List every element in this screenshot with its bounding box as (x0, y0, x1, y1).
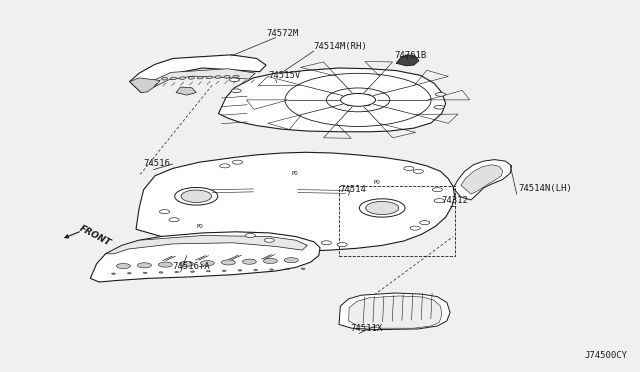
Ellipse shape (435, 93, 445, 96)
Ellipse shape (179, 77, 186, 80)
Ellipse shape (181, 190, 211, 202)
Polygon shape (262, 81, 281, 102)
Text: 74516: 74516 (143, 160, 170, 169)
Ellipse shape (169, 218, 179, 222)
Ellipse shape (159, 272, 163, 273)
Ellipse shape (224, 76, 230, 78)
Polygon shape (106, 235, 307, 254)
Ellipse shape (231, 89, 241, 93)
Polygon shape (90, 232, 320, 282)
Text: 74572M: 74572M (266, 29, 298, 38)
Ellipse shape (254, 269, 258, 271)
Ellipse shape (159, 210, 170, 214)
Text: 74312: 74312 (442, 196, 468, 205)
Text: FRONT: FRONT (77, 224, 112, 247)
Ellipse shape (161, 77, 168, 80)
Ellipse shape (220, 164, 230, 168)
Ellipse shape (191, 271, 195, 272)
Ellipse shape (200, 260, 214, 266)
Polygon shape (176, 87, 196, 95)
Ellipse shape (404, 166, 414, 170)
Ellipse shape (284, 258, 298, 263)
Polygon shape (461, 165, 502, 194)
Ellipse shape (269, 269, 273, 270)
Ellipse shape (432, 187, 442, 192)
Ellipse shape (238, 270, 242, 271)
Ellipse shape (232, 160, 243, 164)
Polygon shape (453, 160, 511, 200)
Ellipse shape (143, 272, 147, 273)
Text: 74515V: 74515V (268, 71, 300, 80)
Ellipse shape (365, 201, 399, 215)
Ellipse shape (337, 243, 348, 247)
Text: P0: P0 (291, 171, 298, 176)
Ellipse shape (434, 105, 444, 109)
Text: J74500CY: J74500CY (585, 351, 628, 360)
Ellipse shape (138, 263, 152, 268)
Polygon shape (218, 68, 445, 132)
Ellipse shape (207, 270, 211, 272)
Polygon shape (396, 55, 419, 66)
Ellipse shape (263, 259, 277, 263)
Ellipse shape (197, 76, 204, 79)
Text: 74511X: 74511X (351, 324, 383, 333)
Ellipse shape (264, 238, 275, 242)
Ellipse shape (301, 268, 305, 269)
Ellipse shape (359, 199, 405, 217)
Ellipse shape (206, 76, 212, 78)
Polygon shape (136, 152, 454, 251)
Ellipse shape (127, 273, 131, 274)
Ellipse shape (111, 273, 115, 275)
Polygon shape (130, 55, 266, 93)
Text: P0: P0 (196, 224, 203, 229)
Ellipse shape (159, 262, 172, 267)
Ellipse shape (243, 259, 257, 264)
Ellipse shape (179, 261, 193, 266)
Ellipse shape (221, 260, 236, 265)
Text: 74514M(RH): 74514M(RH) (314, 42, 367, 51)
Text: 74514: 74514 (339, 185, 366, 194)
Polygon shape (147, 69, 255, 87)
Polygon shape (273, 79, 291, 99)
Ellipse shape (245, 234, 255, 237)
Text: 74761B: 74761B (395, 51, 427, 60)
Ellipse shape (434, 199, 444, 203)
Ellipse shape (222, 270, 226, 272)
Polygon shape (339, 293, 450, 330)
Ellipse shape (175, 271, 179, 273)
Ellipse shape (229, 78, 239, 81)
Ellipse shape (410, 226, 420, 230)
Ellipse shape (285, 269, 289, 270)
Text: 74514N(LH): 74514N(LH) (518, 185, 572, 193)
Ellipse shape (420, 221, 429, 225)
Polygon shape (349, 296, 442, 328)
Ellipse shape (116, 263, 131, 269)
Ellipse shape (215, 76, 221, 78)
Ellipse shape (175, 187, 218, 205)
Ellipse shape (233, 75, 239, 78)
Polygon shape (347, 94, 369, 105)
Polygon shape (130, 78, 160, 93)
Ellipse shape (170, 77, 177, 80)
Ellipse shape (340, 93, 376, 106)
Text: P0: P0 (374, 180, 380, 185)
Text: 74516+A: 74516+A (173, 262, 211, 271)
Ellipse shape (413, 169, 424, 173)
Ellipse shape (188, 77, 195, 79)
Ellipse shape (321, 241, 332, 245)
